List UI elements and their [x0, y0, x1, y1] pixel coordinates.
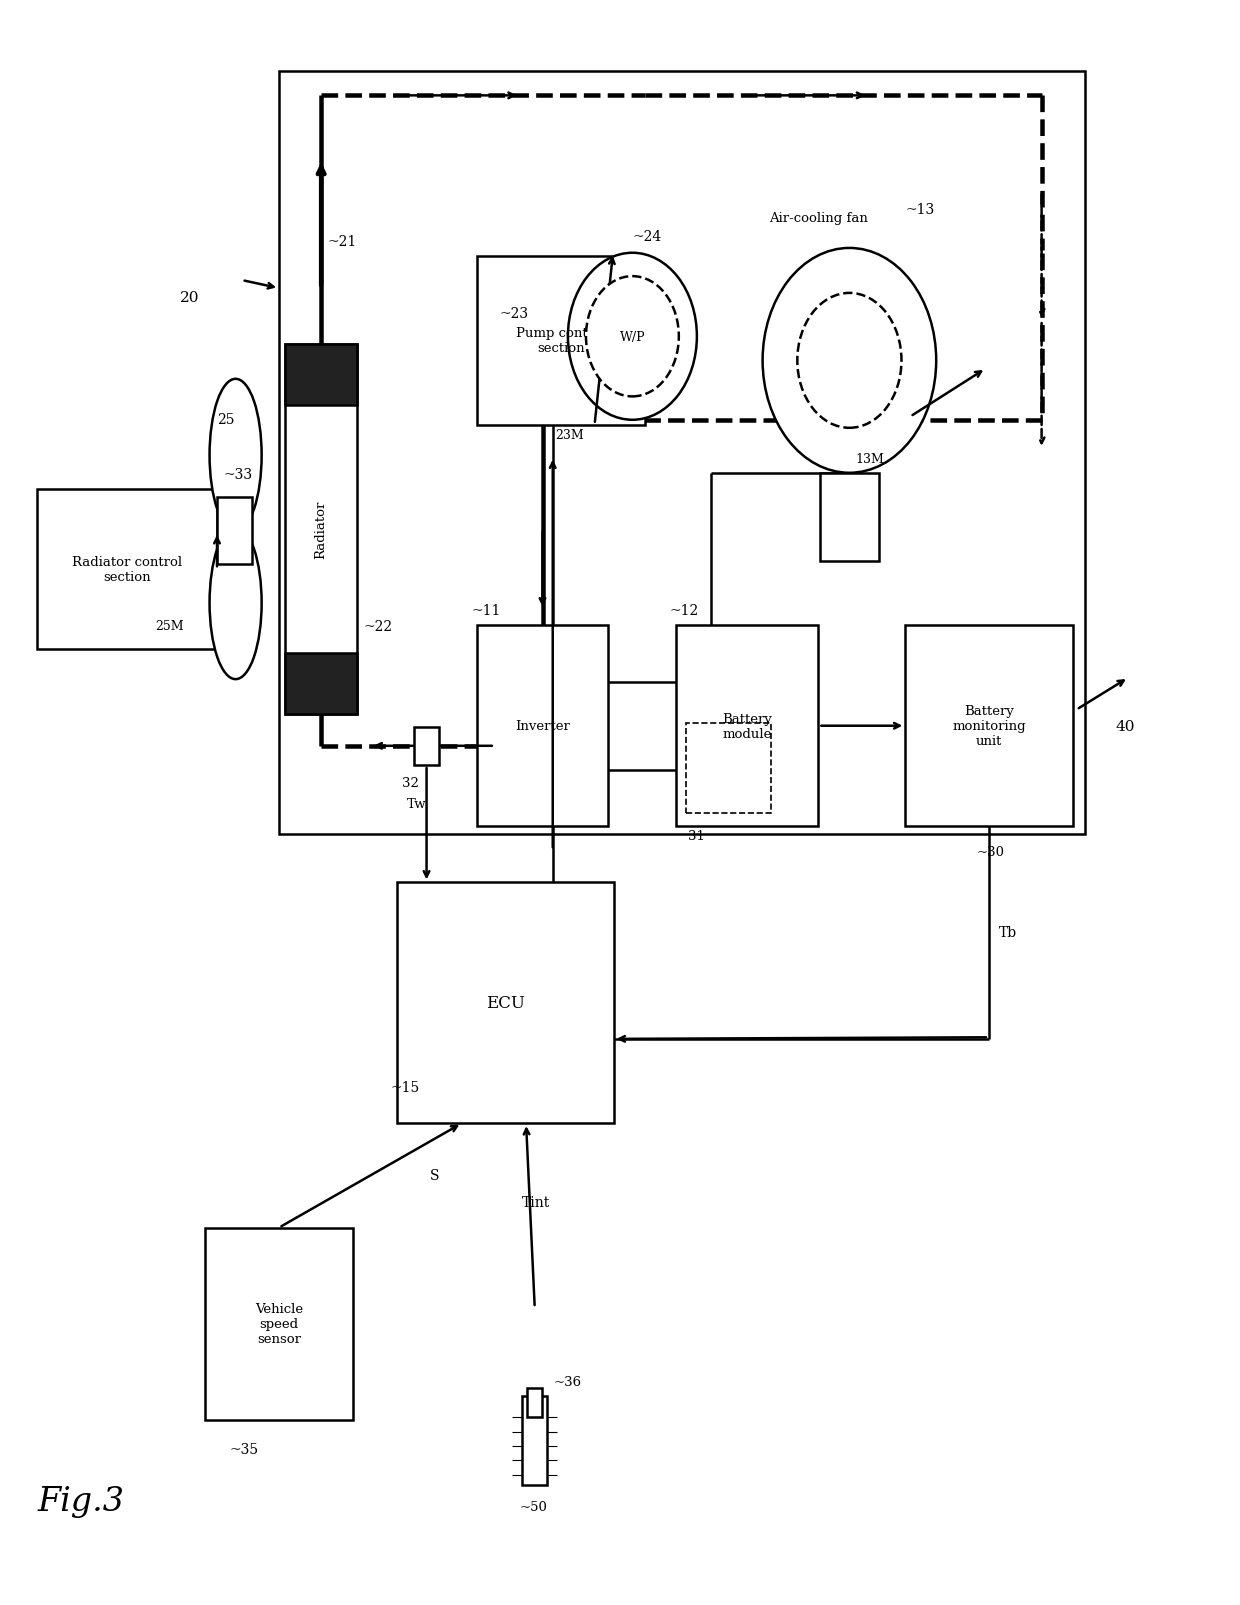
Text: ~13: ~13 — [905, 202, 935, 217]
Ellipse shape — [210, 526, 262, 679]
Text: Fig.3: Fig.3 — [37, 1485, 124, 1517]
Text: Battery
module: Battery module — [722, 713, 773, 740]
Text: ~21: ~21 — [327, 234, 357, 249]
Text: 32: 32 — [402, 777, 419, 790]
Bar — [285, 345, 357, 714]
Circle shape — [568, 254, 697, 421]
Text: ~30: ~30 — [977, 846, 1004, 859]
Text: ~24: ~24 — [632, 230, 662, 244]
Bar — [477, 257, 645, 425]
Text: 25M: 25M — [155, 620, 184, 632]
Text: Air-cooling fan: Air-cooling fan — [769, 212, 868, 225]
Text: ~12: ~12 — [670, 603, 699, 618]
Text: ~36: ~36 — [553, 1375, 582, 1388]
Text: Tb: Tb — [999, 926, 1017, 941]
Bar — [285, 345, 357, 406]
Bar — [676, 626, 818, 827]
Text: ~23: ~23 — [500, 307, 528, 321]
Text: ~11: ~11 — [471, 603, 501, 618]
Bar — [205, 1228, 353, 1420]
Bar — [217, 498, 252, 565]
Circle shape — [763, 249, 936, 473]
Text: 25: 25 — [217, 412, 234, 427]
Text: ~15: ~15 — [391, 1080, 420, 1095]
Circle shape — [587, 278, 678, 396]
Bar — [820, 473, 879, 562]
Bar — [285, 653, 357, 714]
Bar — [477, 626, 608, 827]
Text: S: S — [430, 1168, 439, 1183]
Text: W/P: W/P — [620, 331, 645, 343]
Text: 20: 20 — [180, 291, 200, 305]
Bar — [522, 1396, 547, 1485]
Text: Radiator: Radiator — [315, 501, 327, 559]
Text: ~50: ~50 — [520, 1501, 548, 1514]
Ellipse shape — [210, 379, 262, 533]
Circle shape — [797, 294, 901, 429]
Bar — [686, 724, 771, 814]
Text: ~33: ~33 — [223, 467, 252, 481]
Text: Battery
monitoring
unit: Battery monitoring unit — [952, 705, 1025, 748]
Text: Pump control
section: Pump control section — [516, 327, 606, 355]
Bar — [37, 490, 217, 650]
Text: Tint: Tint — [522, 1196, 551, 1210]
Text: Tw: Tw — [407, 798, 427, 811]
Bar — [279, 72, 1085, 835]
Text: 31: 31 — [688, 830, 706, 843]
Bar — [905, 626, 1073, 827]
Text: Vehicle
speed
sensor: Vehicle speed sensor — [255, 1303, 303, 1345]
Text: 40: 40 — [1115, 719, 1135, 733]
Text: Inverter: Inverter — [515, 719, 570, 733]
Bar — [527, 1388, 542, 1417]
Text: 13M: 13M — [856, 453, 884, 465]
Text: 23M: 23M — [556, 429, 584, 441]
Bar — [414, 727, 439, 766]
Text: Radiator control
section: Radiator control section — [72, 555, 182, 584]
Bar — [397, 883, 614, 1124]
Text: ~22: ~22 — [363, 620, 392, 634]
Text: ECU: ECU — [486, 995, 525, 1011]
Text: ~35: ~35 — [229, 1441, 258, 1456]
